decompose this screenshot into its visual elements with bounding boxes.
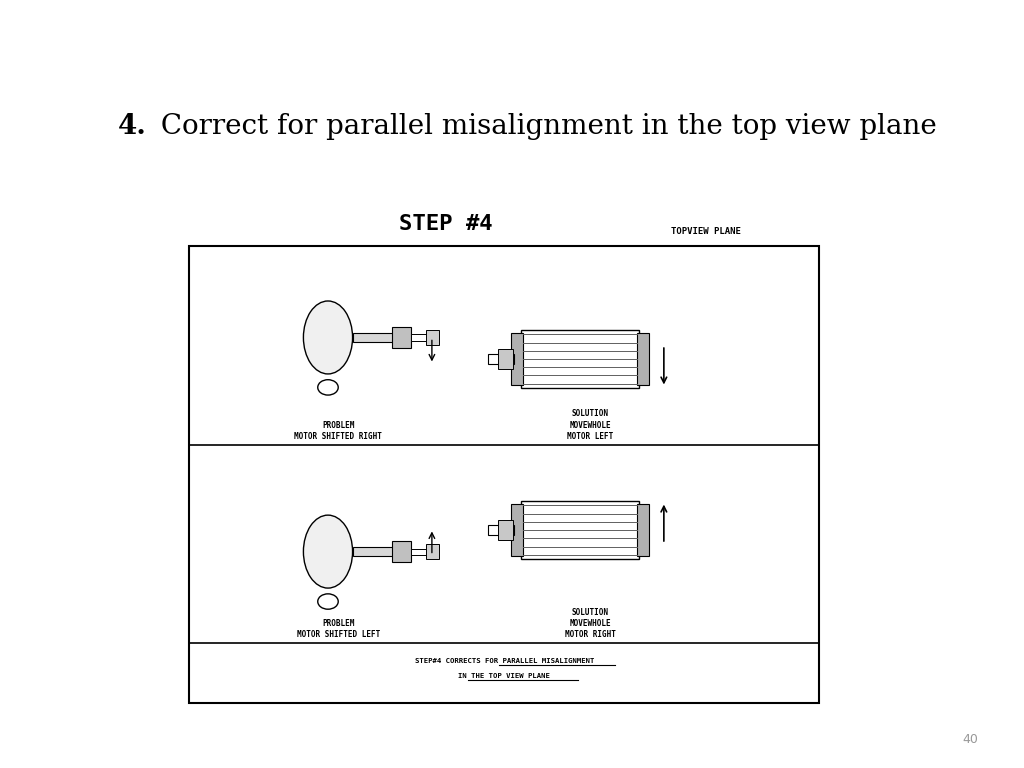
Text: 40: 40 (962, 733, 978, 746)
Bar (352, 547, 395, 556)
Text: PROBLEM
MOTOR SHIFTED RIGHT: PROBLEM MOTOR SHIFTED RIGHT (294, 421, 382, 441)
Bar (426, 329, 438, 345)
Text: SOLUTION
MOVEWHOLE
MOTOR RIGHT: SOLUTION MOVEWHOLE MOTOR RIGHT (564, 608, 615, 640)
Ellipse shape (317, 594, 338, 609)
Bar (392, 541, 411, 562)
Text: PROBLEM
MOTOR SHIFTED LEFT: PROBLEM MOTOR SHIFTED LEFT (297, 619, 380, 640)
Text: SOLUTION
MOVEWHOLE
MOTOR LEFT: SOLUTION MOVEWHOLE MOTOR LEFT (567, 409, 613, 441)
Text: TOPVIEW PLANE: TOPVIEW PLANE (671, 227, 740, 236)
Bar (411, 548, 429, 554)
Text: Correct for parallel misalignment in the top view plane: Correct for parallel misalignment in the… (152, 113, 936, 141)
Text: STEP#4 CORRECTS FOR PARALLEL MISALIGNMENT: STEP#4 CORRECTS FOR PARALLEL MISALIGNMEN… (415, 657, 594, 664)
Bar (511, 333, 523, 385)
Ellipse shape (303, 515, 352, 588)
Bar (511, 505, 523, 556)
Ellipse shape (317, 379, 338, 395)
Bar (392, 326, 411, 348)
Bar (411, 334, 429, 340)
Bar (521, 330, 639, 388)
Bar (189, 246, 819, 703)
Bar (521, 502, 639, 559)
Bar (352, 333, 395, 342)
Bar (637, 333, 649, 385)
Bar (488, 354, 514, 363)
Bar (499, 349, 513, 369)
Text: IN THE TOP VIEW PLANE: IN THE TOP VIEW PLANE (459, 673, 550, 679)
Text: 4.: 4. (118, 113, 146, 141)
Bar (637, 505, 649, 556)
Bar (426, 544, 438, 559)
Bar (488, 525, 514, 535)
Text: STEP #4: STEP #4 (398, 214, 493, 234)
Ellipse shape (303, 301, 352, 374)
Bar (499, 520, 513, 540)
